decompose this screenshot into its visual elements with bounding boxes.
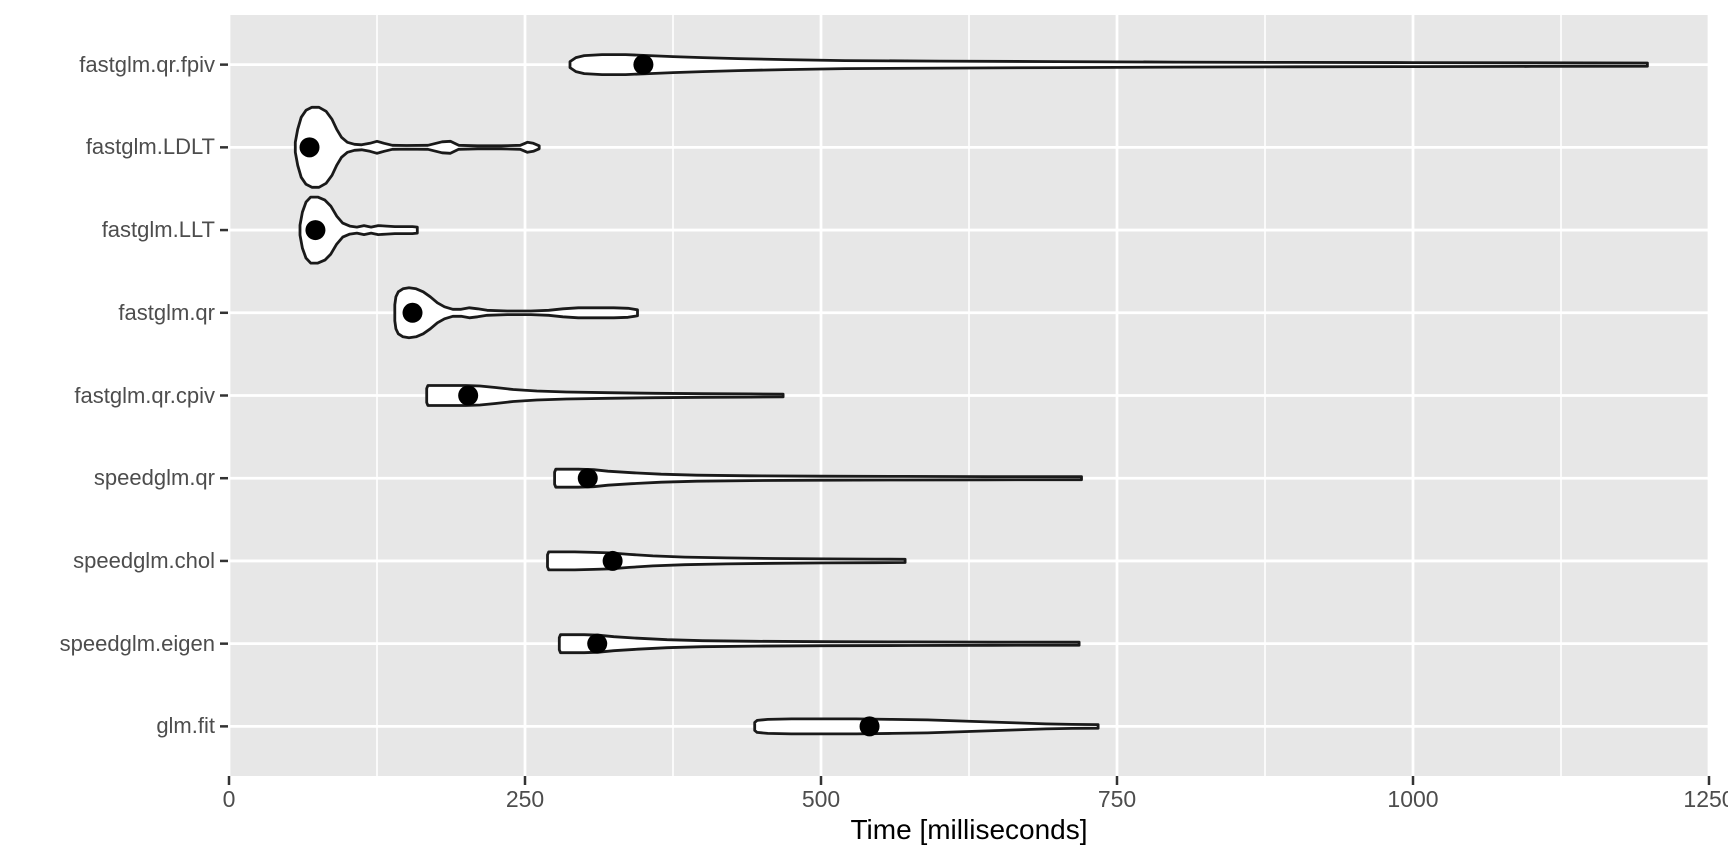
median-point-fastglm.qr.fpiv [633,54,654,75]
median-point-fastglm.qr.cpiv [458,385,479,406]
median-point-speedglm.chol [602,550,623,571]
median-point-speedglm.qr [577,468,598,489]
y-axis-label: fastglm.LDLT [85,134,215,160]
median-point-fastglm.qr [402,302,423,323]
violin-fastglm.qr.cpiv [425,384,785,407]
violin-fastglm.qr.fpiv [568,53,1649,76]
x-axis-title: Time [milliseconds] [850,814,1088,845]
y-axis-label: fastglm.qr.fpiv [79,51,215,77]
y-axis-label: fastglm.LLT [101,217,215,243]
y-axis-label: fastglm.qr.cpiv [74,382,215,408]
y-axis-label: fastglm.qr [118,299,215,325]
x-axis-tick-label: 750 [1097,786,1137,812]
median-point-glm.fit [859,716,880,737]
y-axis-label: speedglm.eigen [59,630,215,656]
violin-fastglm.qr [393,286,639,340]
x-axis-tick-label: 500 [801,786,841,812]
x-axis-tick-label: 250 [505,786,545,812]
violin-glm.fit [753,717,1100,736]
violin-fastglm.LLT [298,195,419,265]
violin-fastglm.LDLT [293,105,541,189]
x-axis-tick-label: 1000 [1387,786,1439,812]
median-point-speedglm.eigen [587,633,608,654]
median-point-fastglm.LDLT [299,137,320,158]
y-axis-label: speedglm.chol [73,547,215,573]
median-point-fastglm.LLT [305,220,326,241]
y-axis-label: glm.fit [156,713,215,739]
violin-speedglm.chol [546,550,907,572]
x-axis-tick-label: 1250 [1683,786,1728,812]
y-axis-label: speedglm.qr [93,465,215,491]
x-axis-tick-label: 0 [222,786,236,812]
